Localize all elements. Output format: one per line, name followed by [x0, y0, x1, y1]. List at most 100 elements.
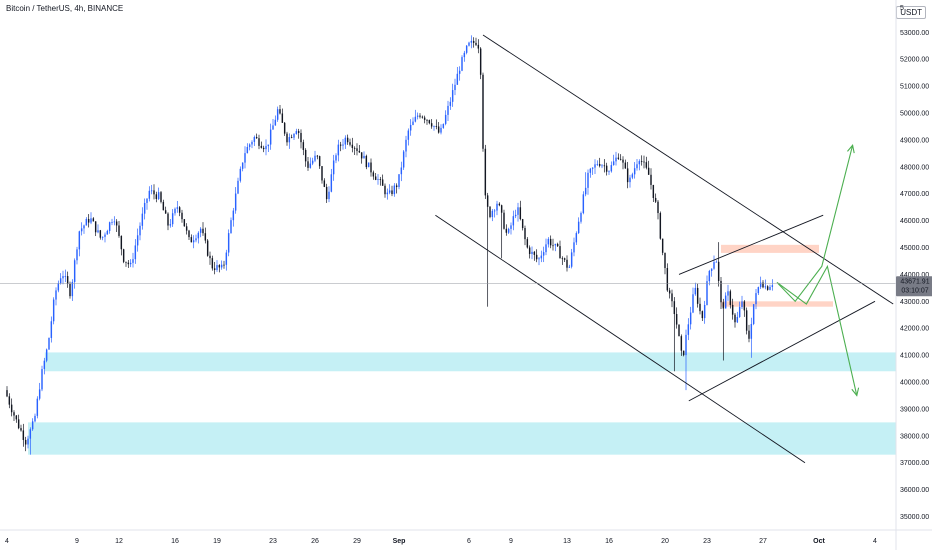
bull-candle: [433, 126, 435, 127]
bear-candle: [307, 161, 309, 168]
bull-candle: [48, 337, 50, 350]
bear-candle: [374, 176, 377, 180]
bull-candle: [132, 259, 134, 263]
bear-candle: [624, 162, 627, 169]
bull-candle: [244, 153, 246, 163]
bear-candle: [211, 258, 214, 269]
bear-candle: [643, 161, 645, 163]
bull-candle: [265, 146, 267, 150]
bull-candle: [97, 230, 99, 233]
bear-candle: [489, 206, 491, 217]
bear-candle: [395, 185, 398, 188]
bear-candle: [472, 40, 475, 43]
bull-candle: [129, 262, 132, 265]
bear-candle: [657, 201, 659, 214]
bull-candle: [248, 144, 251, 147]
bull-candle: [491, 210, 494, 217]
bull-candle: [587, 172, 589, 188]
bear-candle: [423, 117, 426, 120]
bull-candle: [764, 286, 767, 288]
bull-candle: [582, 194, 585, 214]
bull-candle: [80, 228, 83, 232]
bull-candle: [724, 295, 727, 309]
bull-candle: [727, 291, 729, 296]
bull-candle: [451, 90, 454, 102]
bear-candle: [526, 239, 529, 248]
bull-candle: [400, 167, 403, 175]
price-tick-label: 44000.00: [900, 272, 929, 279]
bear-candle: [8, 396, 11, 405]
bull-candle: [447, 105, 449, 115]
bar-countdown-label: 03:10:07: [901, 288, 928, 295]
bull-candle: [407, 130, 410, 140]
bear-candle: [125, 261, 127, 263]
bull-candle: [458, 70, 461, 74]
bull-candle: [367, 162, 370, 168]
bull-candle: [388, 190, 391, 193]
bull-candle: [610, 165, 613, 172]
bull-candle: [45, 349, 48, 361]
bear-candle: [549, 238, 552, 246]
bear-candle: [566, 259, 568, 268]
bear-candle: [15, 415, 18, 420]
bear-candle: [183, 219, 186, 227]
trendline-1: [435, 214, 806, 464]
bull-candle: [510, 225, 512, 229]
bear-candle: [563, 258, 566, 260]
bear-candle: [428, 120, 431, 124]
bear-candle: [486, 195, 489, 207]
bull-candle: [461, 57, 463, 71]
bull-candle: [139, 225, 141, 236]
bull-candle: [465, 45, 468, 53]
bull-candle: [692, 294, 694, 313]
bull-candle: [288, 137, 291, 143]
bull-candle: [638, 161, 641, 165]
bear-candle: [675, 314, 678, 325]
bull-candle: [43, 360, 46, 370]
price-tick-label: 45000.00: [900, 245, 929, 252]
bear-candle: [262, 147, 265, 150]
bear-candle: [304, 149, 307, 162]
bull-candle: [575, 233, 578, 243]
bear-candle: [426, 119, 428, 121]
time-axis[interactable]: 4 9 12 16 19 23 26 29 Sep 6 9 13 16 20 23 27 Oct 4: [0, 529, 932, 545]
bear-candle: [167, 213, 169, 226]
bear-candle: [20, 428, 22, 431]
time-tick-label: 4: [873, 538, 877, 545]
bear-candle: [419, 115, 421, 117]
bull-candle: [295, 131, 298, 134]
resistance-zone-2: [721, 244, 819, 253]
bear-candle: [696, 287, 699, 304]
bull-candle: [703, 304, 706, 319]
bull-candle: [496, 203, 498, 211]
time-tick-label: Oct: [813, 538, 825, 545]
bull-candle: [143, 202, 146, 214]
bull-candle: [540, 255, 543, 259]
bear-candle: [500, 205, 503, 213]
bear-candle: [92, 218, 95, 222]
bear-candle: [190, 237, 193, 243]
bear-candle: [349, 142, 351, 145]
bull-candle: [241, 162, 244, 169]
bear-candle: [353, 147, 356, 149]
bull-candle: [101, 236, 104, 238]
time-tick-label: 27: [759, 538, 767, 545]
bull-candle: [237, 180, 239, 194]
bull-candle: [741, 301, 743, 308]
bear-candle: [188, 230, 190, 238]
price-axis[interactable]: 53000.00 52000.00 51000.00 50000.00 49000.00…: [895, 0, 929, 550]
bear-candle: [717, 261, 720, 281]
bear-candle: [743, 301, 746, 311]
bear-candle: [722, 302, 725, 309]
bull-candle: [199, 228, 202, 233]
bull-candle: [276, 109, 279, 120]
bear-candle: [17, 419, 20, 429]
currency-unit-button[interactable]: USDT: [896, 6, 926, 19]
bull-candle: [192, 240, 195, 243]
bear-candle: [255, 137, 258, 139]
bear-candle: [626, 168, 629, 183]
bear-candle: [164, 210, 167, 214]
bull-candle: [545, 244, 547, 253]
bull-candle: [755, 293, 757, 305]
